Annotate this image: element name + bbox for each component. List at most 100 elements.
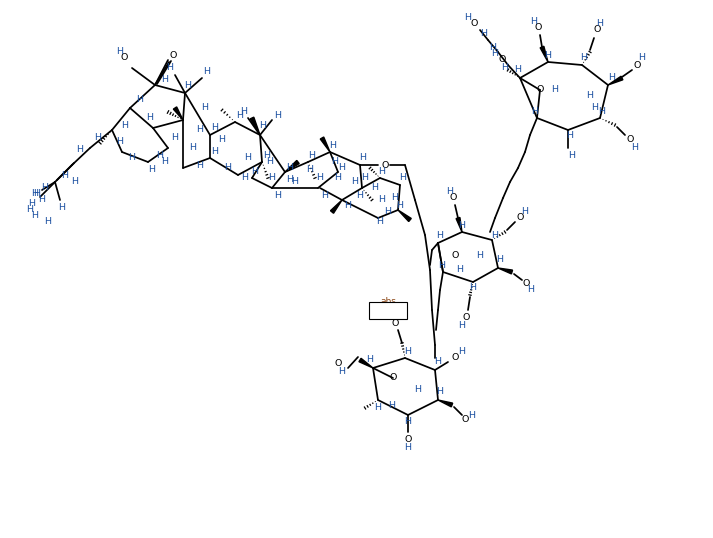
Text: H: H: [608, 74, 615, 82]
Text: H: H: [275, 110, 282, 119]
Text: H: H: [436, 387, 443, 397]
Text: H: H: [464, 13, 471, 23]
Text: H: H: [116, 46, 123, 55]
Text: H: H: [458, 348, 466, 357]
Text: H: H: [491, 48, 498, 58]
Text: H: H: [34, 189, 41, 199]
Text: H: H: [252, 167, 259, 176]
Text: H: H: [212, 147, 218, 157]
Text: H: H: [242, 173, 249, 182]
Text: H: H: [197, 125, 203, 134]
Text: H: H: [332, 158, 339, 166]
Polygon shape: [173, 107, 183, 120]
Text: H: H: [31, 188, 39, 197]
Text: H: H: [95, 133, 101, 143]
Text: H: H: [468, 410, 476, 420]
Text: H: H: [76, 145, 83, 154]
Text: H: H: [162, 74, 168, 83]
Text: H: H: [172, 133, 178, 143]
Text: abs: abs: [380, 298, 396, 307]
Text: H: H: [521, 208, 528, 216]
Text: H: H: [434, 357, 441, 366]
Text: H: H: [116, 138, 123, 146]
Text: H: H: [185, 81, 192, 89]
Text: H: H: [31, 210, 39, 220]
Text: H: H: [371, 183, 379, 193]
Polygon shape: [438, 400, 453, 407]
Text: H: H: [598, 108, 605, 117]
Text: O: O: [169, 51, 177, 60]
Text: H: H: [438, 260, 446, 270]
Text: H: H: [203, 67, 210, 76]
Text: H: H: [190, 144, 197, 152]
Text: O: O: [516, 214, 523, 223]
Text: H: H: [26, 206, 34, 215]
Text: O: O: [461, 415, 468, 424]
Polygon shape: [540, 46, 548, 62]
Polygon shape: [398, 210, 411, 222]
Text: H: H: [356, 190, 364, 200]
Text: H: H: [359, 152, 366, 161]
Text: H: H: [469, 284, 476, 293]
Text: O: O: [120, 53, 128, 62]
Text: O: O: [449, 194, 457, 202]
Text: H: H: [551, 86, 558, 95]
Text: H: H: [162, 158, 168, 166]
Text: H: H: [58, 202, 66, 211]
Text: H: H: [396, 201, 404, 209]
Text: H: H: [44, 217, 51, 226]
Text: H: H: [121, 121, 128, 130]
Text: H: H: [202, 103, 208, 112]
Text: H: H: [41, 183, 48, 193]
Polygon shape: [498, 268, 513, 274]
Text: O: O: [381, 160, 389, 169]
Text: H: H: [322, 190, 329, 200]
Text: H: H: [237, 110, 244, 119]
Text: H: H: [39, 195, 46, 204]
Text: O: O: [389, 373, 396, 383]
Polygon shape: [250, 117, 260, 135]
Text: O: O: [626, 136, 634, 145]
Text: O: O: [633, 60, 641, 69]
Text: H: H: [352, 178, 359, 187]
Text: H: H: [307, 166, 314, 174]
Text: H: H: [481, 30, 488, 39]
Text: H: H: [458, 221, 466, 230]
Text: H: H: [156, 151, 163, 159]
Text: H: H: [29, 199, 36, 208]
Text: H: H: [545, 51, 551, 60]
Text: H: H: [491, 230, 498, 239]
Text: H: H: [567, 131, 573, 139]
Text: O: O: [404, 435, 411, 444]
Text: O: O: [391, 318, 399, 328]
Text: H: H: [436, 230, 443, 239]
Text: H: H: [71, 178, 78, 187]
Text: H: H: [264, 151, 270, 159]
Text: H: H: [287, 164, 294, 173]
Polygon shape: [456, 217, 462, 232]
Text: H: H: [501, 63, 508, 73]
Text: H: H: [530, 17, 538, 25]
Text: H: H: [329, 140, 337, 150]
Text: H: H: [476, 251, 483, 259]
Text: H: H: [399, 173, 406, 182]
Text: H: H: [597, 18, 603, 27]
Text: O: O: [534, 24, 542, 32]
Text: H: H: [587, 90, 593, 100]
Text: H: H: [490, 43, 496, 52]
Polygon shape: [285, 160, 299, 172]
Text: H: H: [225, 164, 232, 173]
Text: H: H: [374, 404, 381, 413]
Text: H: H: [260, 121, 267, 130]
Text: O: O: [334, 359, 342, 369]
Text: H: H: [317, 173, 324, 182]
Text: H: H: [339, 367, 346, 377]
Text: H: H: [384, 208, 391, 216]
Text: H: H: [240, 108, 247, 117]
Text: H: H: [389, 400, 396, 409]
Text: H: H: [366, 356, 374, 365]
Text: O: O: [451, 353, 458, 363]
Text: H: H: [386, 312, 394, 321]
Text: H: H: [146, 114, 153, 123]
Text: H: H: [267, 158, 274, 166]
